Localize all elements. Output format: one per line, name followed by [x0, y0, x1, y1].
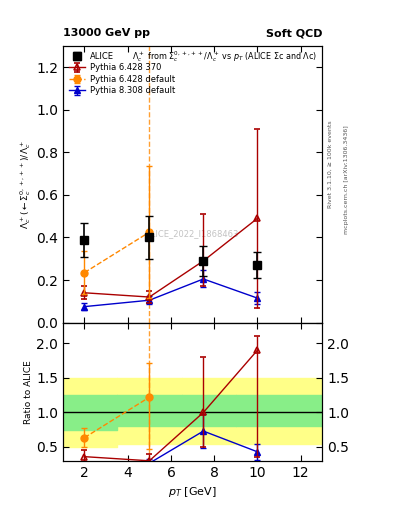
Text: 13000 GeV pp: 13000 GeV pp [63, 28, 150, 38]
X-axis label: $p_T$ [GeV]: $p_T$ [GeV] [168, 485, 217, 499]
Text: Rivet 3.1.10, ≥ 100k events: Rivet 3.1.10, ≥ 100k events [328, 120, 333, 208]
Text: $\Lambda_c^+$ from $\Sigma_c^{0,+,++}/\Lambda_c^+$ vs $p_T$ (ALICE $\Sigma$c and: $\Lambda_c^+$ from $\Sigma_c^{0,+,++}/\L… [132, 49, 317, 64]
Text: Soft QCD: Soft QCD [266, 28, 322, 38]
Y-axis label: $\Lambda_c^+(\leftarrow\Sigma_c^{0,+,++})/\Lambda_c^+$: $\Lambda_c^+(\leftarrow\Sigma_c^{0,+,++}… [18, 140, 33, 229]
Y-axis label: Ratio to ALICE: Ratio to ALICE [24, 360, 33, 423]
Text: ALICE_2022_I1868463: ALICE_2022_I1868463 [146, 229, 239, 239]
Legend: ALICE, Pythia 6.428 370, Pythia 6.428 default, Pythia 8.308 default: ALICE, Pythia 6.428 370, Pythia 6.428 de… [67, 50, 176, 97]
Text: mcplots.cern.ch [arXiv:1306.3436]: mcplots.cern.ch [arXiv:1306.3436] [344, 125, 349, 233]
